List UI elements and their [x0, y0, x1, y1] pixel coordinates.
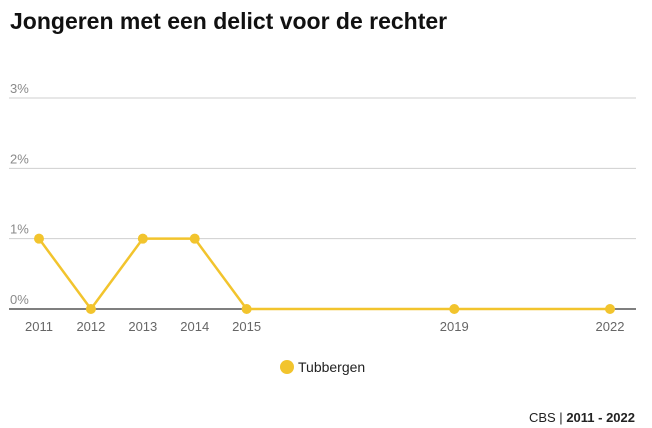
source-period: 2011 - 2022 — [566, 410, 635, 425]
x-axis-labels: 2011 2012 2013 2014 2015 2019 2022 — [25, 319, 624, 334]
data-point — [34, 233, 44, 244]
gridlines — [9, 97, 636, 310]
y-tick-label: 0% — [10, 292, 29, 307]
y-tick-label: 3% — [10, 81, 29, 96]
x-tick-label: 2013 — [128, 319, 157, 334]
legend: Tubbergen — [280, 359, 365, 375]
x-tick-label: 2022 — [596, 319, 625, 334]
series-line — [37, 237, 610, 311]
data-point — [241, 304, 252, 314]
data-point — [605, 304, 615, 314]
data-point — [189, 233, 200, 244]
source-note: CBS | 2011 - 2022 — [529, 410, 635, 425]
legend-label-tubbergen: Tubbergen — [298, 359, 366, 375]
chart-title: Jongeren met een delict voor de rechter — [10, 8, 448, 34]
x-tick-label: 2011 — [25, 319, 53, 334]
y-tick-label: 2% — [10, 151, 29, 166]
series-layer — [34, 233, 615, 314]
x-tick-label: 2014 — [180, 319, 209, 334]
legend-swatch-tubbergen — [280, 360, 294, 374]
y-tick-label: 1% — [10, 222, 29, 237]
data-point — [449, 304, 460, 314]
x-tick-label: 2019 — [440, 319, 469, 334]
data-point — [85, 304, 96, 314]
x-tick-label: 2015 — [232, 319, 261, 334]
x-tick-label: 2012 — [76, 319, 105, 334]
data-point — [137, 233, 148, 244]
source-name: CBS | — [528, 410, 563, 425]
y-axis-labels: 0% 1% 2% 3% — [10, 81, 29, 307]
